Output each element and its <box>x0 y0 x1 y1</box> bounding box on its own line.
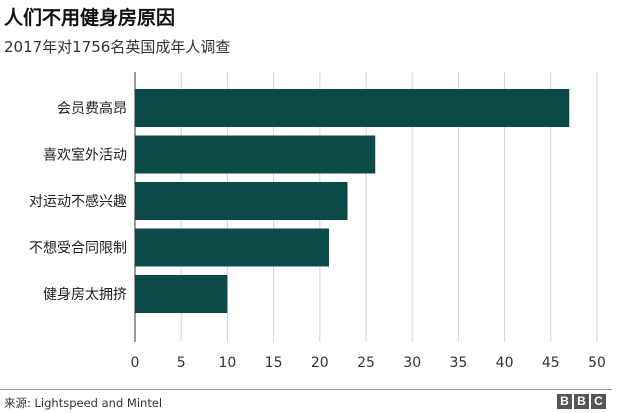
logo-letter: C <box>591 394 606 409</box>
x-tick-label: 10 <box>218 355 236 371</box>
chart-subtitle: 2017年对1756名英国成年人调查 <box>4 38 231 56</box>
bar <box>135 228 330 267</box>
bar <box>135 135 376 174</box>
x-tick-label: 0 <box>131 355 140 371</box>
x-tick-label: 25 <box>357 355 375 371</box>
bar <box>135 89 570 127</box>
chart-title: 人们不用健身房原因 <box>4 7 176 29</box>
source-note: 来源: Lightspeed and Mintel <box>4 396 163 410</box>
bbc-logo: B B C <box>557 394 606 409</box>
category-label: 对运动不感兴趣 <box>29 193 127 210</box>
logo-letter: B <box>574 394 589 409</box>
category-label: 健身房太拥挤 <box>43 287 127 303</box>
x-tick-label: 40 <box>496 355 514 371</box>
x-tick-label: 45 <box>542 355 560 371</box>
bar <box>135 275 228 313</box>
x-tick-label: 15 <box>265 355 283 371</box>
x-tick-label: 35 <box>449 355 467 371</box>
bar <box>135 182 348 220</box>
footer-divider <box>0 389 612 390</box>
category-label: 会员费高昂 <box>57 100 127 117</box>
x-tick-label: 20 <box>311 355 329 371</box>
x-tick-label: 30 <box>403 355 421 371</box>
x-tick-label: 50 <box>588 355 606 371</box>
x-tick-label: 5 <box>177 355 186 371</box>
category-label: 不想受合同限制 <box>29 241 127 257</box>
logo-letter: B <box>557 394 572 409</box>
category-label: 喜欢室外活动 <box>43 147 127 164</box>
